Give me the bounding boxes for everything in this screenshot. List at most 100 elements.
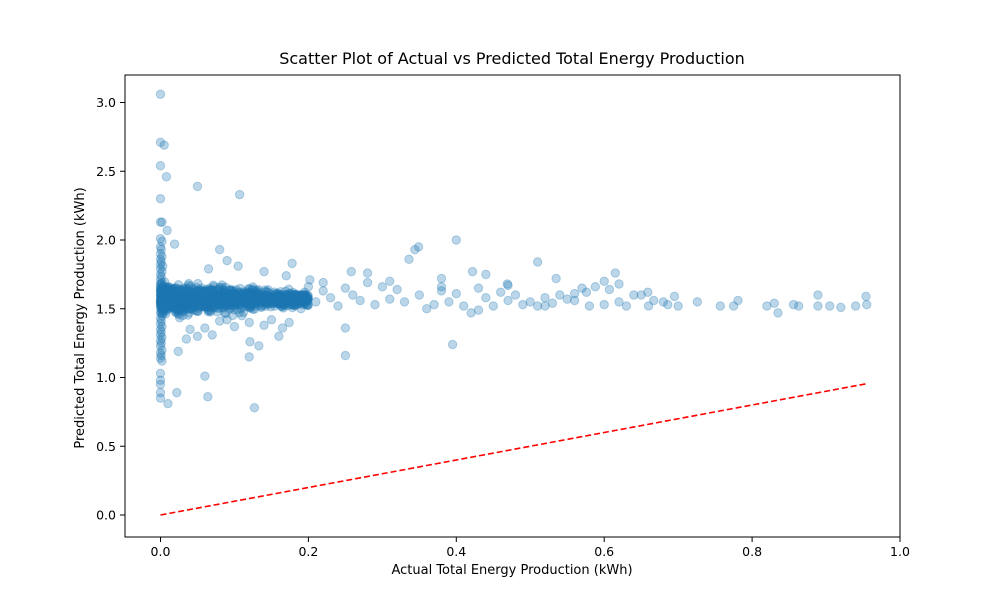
scatter-point bbox=[194, 295, 204, 305]
scatter-point bbox=[163, 291, 173, 301]
scatter-point bbox=[168, 284, 178, 295]
scatter-point bbox=[195, 287, 206, 297]
scatter-point bbox=[161, 282, 172, 293]
scatter-point bbox=[159, 295, 169, 305]
scatter-point bbox=[163, 282, 173, 293]
scatter-point bbox=[205, 296, 216, 306]
scatter-point bbox=[219, 294, 230, 305]
scatter-point bbox=[175, 300, 185, 310]
scatter-point bbox=[186, 284, 197, 294]
scatter-point bbox=[290, 294, 301, 305]
scatter-point bbox=[284, 288, 295, 298]
scatter-point bbox=[281, 298, 291, 308]
scatter-point bbox=[159, 291, 169, 302]
scatter-point bbox=[291, 293, 301, 304]
scatter-point bbox=[249, 295, 260, 306]
scatter-point bbox=[162, 291, 173, 302]
scatter-point bbox=[164, 290, 174, 301]
scatter-point bbox=[171, 296, 182, 307]
scatter-point bbox=[230, 292, 240, 303]
scatter-point bbox=[211, 292, 222, 302]
scatter-point bbox=[156, 298, 166, 308]
scatter-point bbox=[160, 293, 171, 303]
scatter-point bbox=[155, 294, 166, 305]
scatter-point bbox=[270, 289, 281, 299]
scatter-point bbox=[168, 295, 178, 305]
scatter-point bbox=[223, 293, 233, 303]
scatter-point bbox=[189, 287, 200, 297]
scatter-point bbox=[296, 294, 306, 305]
scatter-point bbox=[190, 292, 200, 302]
scatter-point bbox=[224, 290, 235, 301]
scatter-point bbox=[257, 297, 268, 308]
scatter-point bbox=[243, 287, 254, 298]
scatter-point bbox=[155, 286, 166, 296]
scatter-point bbox=[158, 261, 168, 271]
scatter-point bbox=[187, 293, 198, 304]
scatter-point bbox=[222, 295, 233, 306]
scatter-point bbox=[155, 260, 166, 270]
scatter-point bbox=[157, 251, 167, 262]
scatter-point bbox=[271, 291, 281, 301]
scatter-point bbox=[728, 301, 739, 311]
scatter-point bbox=[165, 296, 175, 306]
scatter-point bbox=[274, 297, 284, 307]
scatter-point bbox=[272, 291, 283, 302]
scatter-point bbox=[429, 299, 439, 310]
scatter-point bbox=[156, 295, 166, 305]
scatter-point bbox=[247, 297, 258, 307]
scatter-point bbox=[256, 295, 266, 305]
scatter-point bbox=[208, 286, 218, 297]
scatter-point bbox=[294, 293, 305, 303]
scatter-point bbox=[282, 290, 293, 300]
scatter-point bbox=[155, 330, 166, 340]
scatter-point bbox=[271, 292, 282, 302]
scatter-point bbox=[268, 296, 278, 307]
scatter-point bbox=[281, 271, 291, 281]
scatter-point bbox=[275, 293, 285, 303]
scatter-point bbox=[250, 298, 260, 308]
scatter-point bbox=[163, 290, 173, 301]
scatter-point bbox=[159, 283, 169, 293]
scatter-point bbox=[173, 302, 184, 313]
scatter-point bbox=[206, 297, 216, 307]
scatter-point bbox=[197, 283, 207, 293]
scatter-point bbox=[181, 284, 191, 295]
scatter-point bbox=[191, 296, 201, 306]
scatter-point bbox=[156, 300, 166, 310]
scatter-point bbox=[244, 291, 255, 301]
scatter-point bbox=[184, 297, 194, 307]
scatter-point bbox=[293, 295, 304, 306]
scatter-point bbox=[269, 295, 279, 306]
scatter-point bbox=[191, 302, 202, 312]
scatter-point bbox=[170, 304, 180, 315]
scatter-point bbox=[177, 310, 188, 321]
scatter-point bbox=[169, 298, 180, 308]
scatter-point bbox=[288, 287, 298, 298]
scatter-point bbox=[253, 291, 264, 301]
scatter-point bbox=[209, 285, 219, 296]
scatter-point bbox=[200, 323, 210, 333]
scatter-point bbox=[287, 294, 298, 305]
scatter-point bbox=[300, 299, 310, 309]
scatter-point bbox=[214, 294, 225, 305]
scatter-point bbox=[224, 292, 235, 302]
scatter-point bbox=[159, 288, 169, 299]
scatter-point bbox=[155, 313, 166, 324]
scatter-point bbox=[283, 296, 293, 306]
scatter-point bbox=[195, 296, 205, 307]
scatter-point bbox=[287, 294, 297, 305]
scatter-point bbox=[217, 285, 228, 295]
scatter-point bbox=[219, 293, 229, 304]
scatter-point bbox=[160, 309, 171, 319]
scatter-point bbox=[285, 294, 296, 305]
scatter-point bbox=[157, 295, 167, 305]
scatter-point bbox=[198, 300, 208, 310]
scatter-point bbox=[156, 296, 167, 306]
scatter-point bbox=[305, 275, 315, 285]
scatter-point bbox=[163, 287, 174, 298]
scatter-point bbox=[156, 290, 166, 300]
scatter-point bbox=[184, 287, 194, 298]
scatter-point bbox=[166, 301, 177, 312]
scatter-point bbox=[201, 286, 212, 297]
